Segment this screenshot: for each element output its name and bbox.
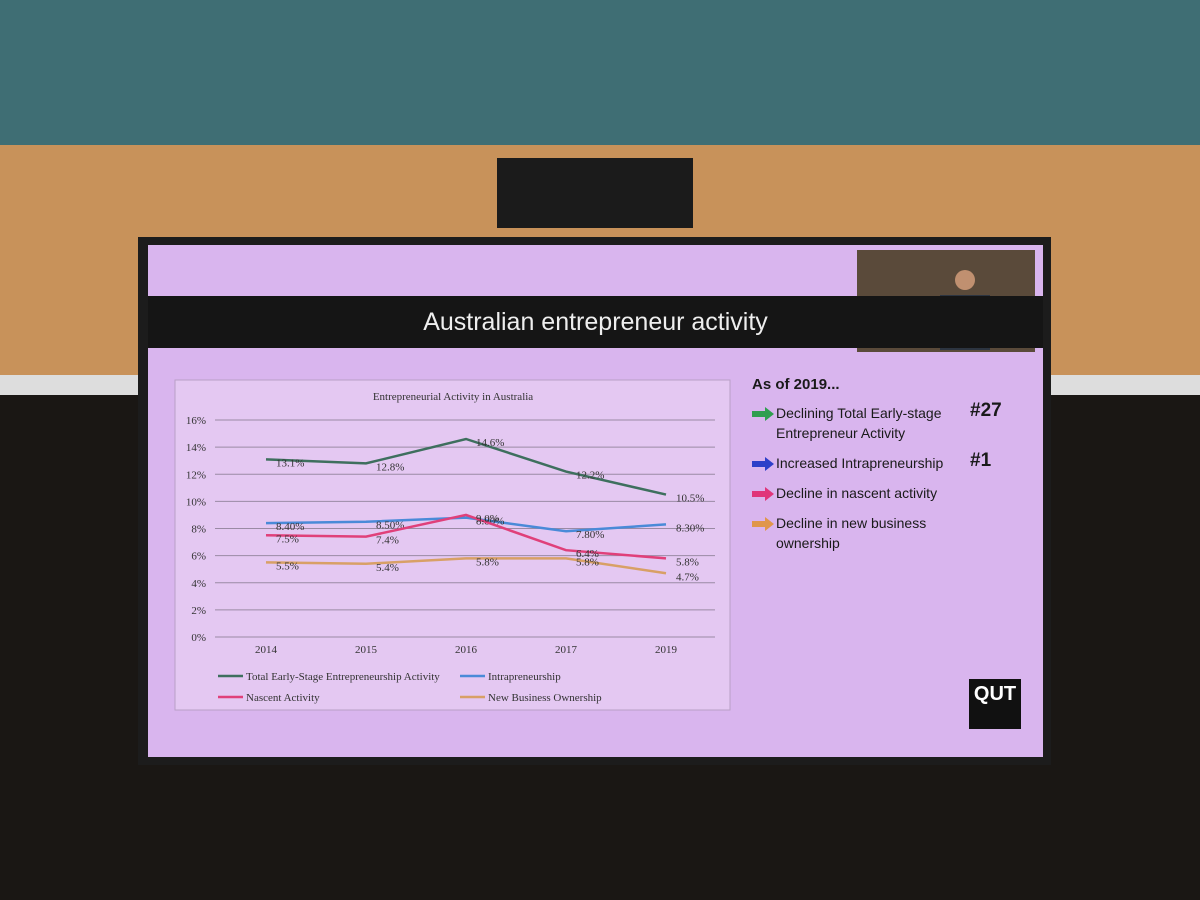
camera [497,158,693,228]
value-label: 7.5% [276,533,299,545]
legend-label: Nascent Activity [246,692,320,704]
series-line [265,437,667,496]
bullet-arrow [752,517,774,531]
series-line [265,513,667,560]
chart-area [174,379,731,711]
bullet-heading: As of 2019... [752,376,840,393]
bullet: Decline in nascent activity [752,483,976,503]
glass-wall [0,0,1200,145]
value-label: 7.80% [576,529,604,541]
series-line [265,557,667,575]
value-label: 5.8% [676,556,699,568]
legend-label: Total Early-Stage Entrepreneurship Activ… [246,671,440,683]
value-label: 5.4% [376,562,399,574]
bullet: Declining Total Early-stage Entrepreneur… [752,401,1002,443]
legend-label: Intrapreneurship [488,671,561,683]
slide-title: Australian entrepreneur activity [148,296,1043,348]
y-tick-label: 2% [191,605,206,617]
bullet-rank: #27 [970,400,1002,421]
y-tick-label: 10% [186,496,206,508]
value-label: 5.8% [576,556,599,568]
value-label: 5.8% [476,556,499,568]
value-label: 8.30% [676,522,704,534]
value-label: 14.6% [476,437,504,449]
value-label: 6.4% [576,548,599,560]
bullet: Increased Intrapreneurship #1 [752,451,991,473]
y-tick-label: 0% [191,632,206,644]
bullet-text: Declining Total Early-stage Entrepreneur… [776,405,942,441]
y-tick-label: 4% [191,578,206,590]
bullet-list: As of 2019... Declining Total Early-stag… [752,376,1032,553]
y-tick-label: 16% [186,415,206,427]
bullet-text: Decline in new business ownership [776,515,927,551]
bullet-rank: #1 [970,450,992,471]
bullet-arrow [752,457,774,471]
x-tick-label: 2019 [655,644,678,656]
arrow-shape [752,407,774,421]
bullet-arrow [752,407,774,421]
value-label: 4.7% [676,571,699,583]
logo: QUT [969,679,1021,729]
value-label: 7.4% [376,535,399,547]
series-line [265,516,667,533]
value-label: 8.80% [476,516,504,528]
x-tick-label: 2015 [355,644,378,656]
x-tick-label: 2016 [455,644,478,656]
presenter-head [955,270,975,290]
value-label: 8.40% [276,521,304,533]
value-label: 5.5% [276,560,299,572]
bullet-arrow [752,487,774,501]
y-tick-label: 12% [186,469,206,481]
y-tick-label: 6% [191,551,206,563]
value-label: 13.1% [276,457,304,469]
arrow-shape [752,487,774,501]
x-tick-label: 2017 [555,644,578,656]
arrow-shape [752,517,774,531]
y-tick-label: 8% [191,524,206,536]
chart-title: Entrepreneurial Activity in Australia [373,391,533,403]
value-label: 9.0% [476,513,499,525]
value-label: 10.5% [676,493,704,505]
legend-label: New Business Ownership [488,692,602,704]
value-label: 12.8% [376,461,404,473]
x-tick-label: 2014 [255,644,278,656]
bullet-text: Increased Intrapreneurship [776,455,944,471]
y-tick-label: 14% [186,442,206,454]
arrow-shape [752,457,774,471]
value-label: 12.2% [576,470,604,482]
bullet: Decline in new business ownership [752,513,976,553]
bullet-text: Decline in nascent activity [776,485,938,501]
